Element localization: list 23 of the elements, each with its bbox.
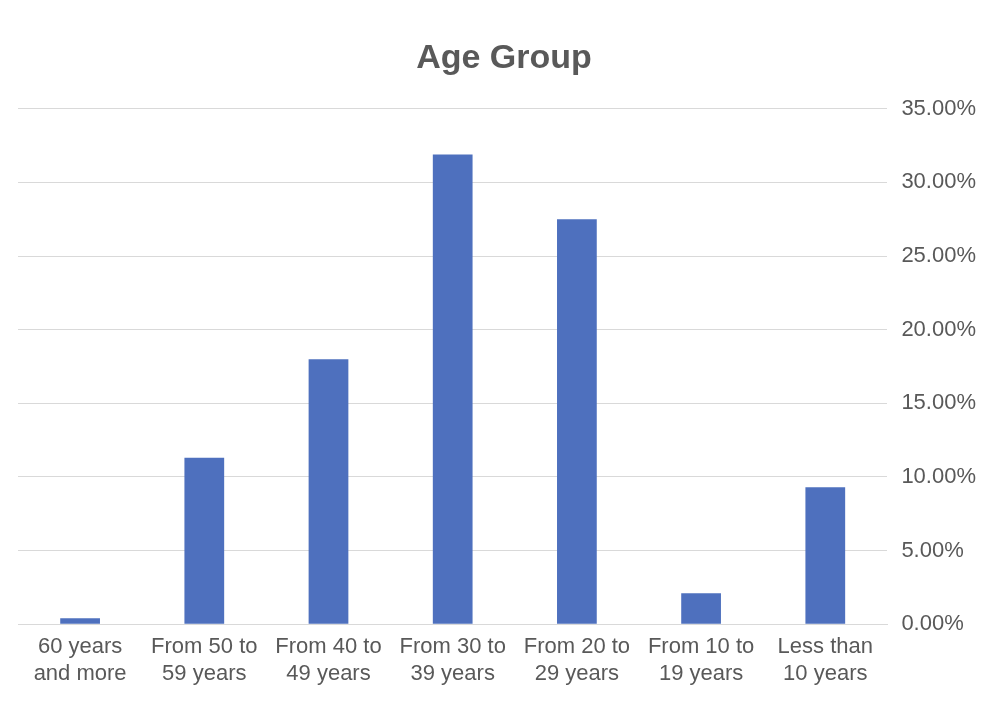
bar bbox=[60, 618, 100, 624]
y-tick-label: 10.00% bbox=[901, 463, 977, 489]
x-tick-label: From 30 to 39 years bbox=[399, 633, 506, 685]
x-tick-label: From 50 to 59 years bbox=[151, 633, 258, 685]
bar bbox=[557, 219, 597, 624]
bar bbox=[805, 487, 846, 624]
bar bbox=[432, 154, 473, 624]
x-tick-label: 60 years and more bbox=[33, 633, 127, 685]
y-tick-label: 0.00% bbox=[901, 610, 964, 636]
y-tick-label: 30.00% bbox=[901, 168, 977, 194]
bar bbox=[308, 359, 349, 624]
x-tick-label: From 40 to 49 years bbox=[275, 633, 382, 685]
bar bbox=[681, 593, 721, 624]
y-tick-label: 20.00% bbox=[901, 315, 977, 341]
y-tick-label: 5.00% bbox=[901, 536, 964, 562]
y-tick-label: 35.00% bbox=[901, 94, 977, 120]
x-tick-label: From 10 to 19 years bbox=[647, 633, 755, 685]
x-tick-label: Less than 10 years bbox=[777, 633, 873, 685]
y-tick-label: 25.00% bbox=[901, 242, 977, 268]
x-tick-label: From 20 to 29 years bbox=[523, 633, 631, 685]
chart-title: Age Group bbox=[416, 36, 592, 75]
y-tick-label: 15.00% bbox=[901, 389, 977, 415]
bar bbox=[184, 457, 225, 624]
